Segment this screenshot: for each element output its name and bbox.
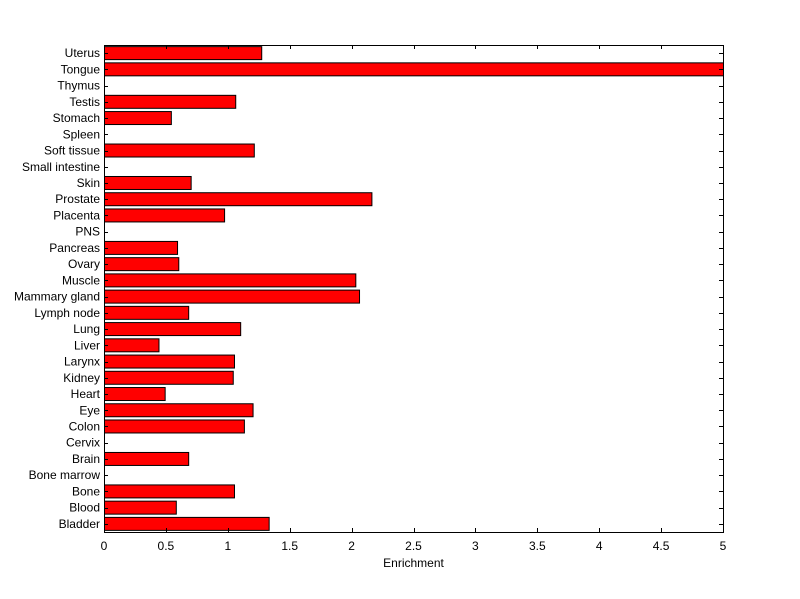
y-tick-label: Cervix [66,436,100,450]
y-tick-label: Soft tissue [44,144,100,158]
x-tick-label: 3 [472,539,479,553]
y-tick-label: Small intestine [22,160,100,174]
y-tick-label: Stomach [53,111,100,125]
x-tick-label: 1.5 [281,539,298,553]
y-tick-label: Bone marrow [29,468,101,482]
x-tick-label: 4.5 [653,539,670,553]
y-tick-label: Eye [79,403,100,417]
bars-group [104,46,724,531]
x-axis-label: Enrichment [383,556,444,570]
x-ticks-group: 0 0.5 1 1.5 2 2.5 3 3.5 4 4.5 5 [101,45,727,553]
y-tick-label: Liver [74,338,100,352]
bar-muscle [104,273,357,288]
x-tick-label: 0.5 [158,539,175,553]
bar-uterus [104,46,263,61]
x-tick-label: 2.5 [405,539,422,553]
y-tick-label: Bone [72,484,100,498]
y-tick-label: Prostate [55,192,100,206]
y-tick-label: Lung [73,322,100,336]
bar-liver [104,338,160,353]
y-ticks-group: Uterus Tongue Thymus Testis Stomach Spleen Sof… [14,46,723,531]
y-tick-label: Thymus [57,79,100,93]
y-tick-label: Bladder [59,517,100,531]
y-tick-label: Pancreas [49,241,100,255]
x-tick-label: 2 [348,539,355,553]
bar-mammary-gland [104,289,361,304]
y-tick-label: Lymph node [34,306,100,320]
y-tick-label: PNS [75,225,100,239]
bar-soft-tissue [104,143,255,158]
bar-brain [104,451,190,466]
y-tick-label: Kidney [63,371,100,385]
bar-placenta [104,208,226,223]
bar-ovary [104,257,180,272]
x-tick-label: 0 [101,539,108,553]
y-tick-label: Spleen [63,127,100,141]
plot-frame [104,45,724,533]
x-tick-label: 1 [224,539,231,553]
y-tick-label: Placenta [53,208,100,222]
y-tick-label: Muscle [62,273,100,287]
y-tick-label: Skin [77,176,100,190]
bar-bone [104,484,235,499]
bar-colon [104,419,245,434]
y-tick-label: Colon [69,419,100,433]
y-tick-label: Uterus [65,46,100,60]
y-tick-label: Mammary gland [14,290,100,304]
bar-tongue [104,62,724,77]
bar-kidney [104,370,234,385]
bar-blood [104,500,177,515]
y-tick-label: Testis [69,95,100,109]
bar-pancreas [104,240,179,255]
y-tick-label: Blood [69,501,100,515]
y-tick-label: Heart [71,387,101,401]
y-tick-label: Brain [72,452,100,466]
x-tick-label: 3.5 [529,539,546,553]
bar-eye [104,403,254,418]
y-tick-label: Tongue [61,62,101,76]
bar-larynx [104,354,235,369]
bar-testis [104,94,237,109]
y-tick-label: Ovary [68,257,100,271]
bar-lymph-node [104,305,190,320]
bar-lung [104,322,242,337]
bar-stomach [104,111,172,126]
bar-heart [104,387,166,402]
bar-bladder [104,516,270,531]
bar-prostate [104,192,373,207]
x-tick-label: 4 [596,539,603,553]
y-tick-label: Larynx [64,355,100,369]
x-tick-label: 5 [720,539,727,553]
bar-skin [104,175,192,190]
